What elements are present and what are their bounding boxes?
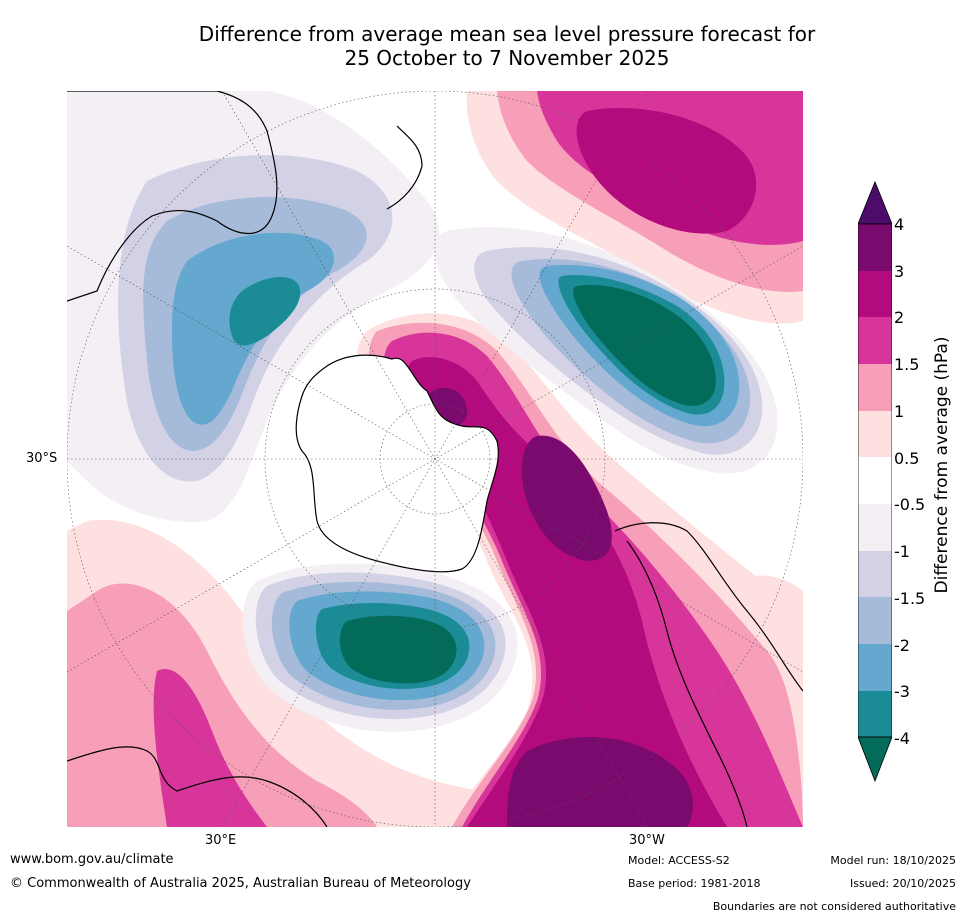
website-link[interactable]: www.bom.gov.au/climate — [10, 852, 174, 867]
model-run-date: Model run: 18/10/2025 — [830, 854, 956, 867]
colorbar-bin-m1-m1p5 — [858, 551, 892, 597]
legend-title-text: Difference from average (hPa) — [932, 336, 952, 594]
issued-date: Issued: 20/10/2025 — [849, 877, 956, 890]
title-line-1: Difference from average mean sea level p… — [198, 22, 816, 46]
antarctica-landmass — [295, 354, 499, 573]
legend-tick-1: 1 — [894, 402, 905, 421]
legend-tick-4: 4 — [894, 215, 905, 234]
colorbar-bin-m2-m3 — [858, 644, 892, 691]
anomaly-region-atlantic-neg-6 — [573, 285, 716, 406]
australia-landmass — [67, 91, 278, 302]
lat-label-30s: 30°S — [26, 451, 58, 466]
base-period: Base period: 1981-2018 — [628, 877, 761, 890]
south-america-landmass — [614, 522, 803, 827]
copyright-text: © Commonwealth of Australia 2025, Austra… — [10, 876, 471, 891]
colorbar-bin-3-4 — [858, 224, 892, 271]
legend-colorbar — [858, 180, 892, 783]
legend-tick-m3: -3 — [894, 682, 910, 701]
anomaly-region-ne-pos-4 — [576, 107, 757, 234]
anomaly-region-indian-pos-1 — [67, 583, 377, 827]
legend-tick-m4: -4 — [894, 729, 910, 748]
title-line-2: 25 October to 7 November 2025 — [344, 46, 670, 70]
graticule — [67, 91, 803, 827]
colorbar-bin-1-1p5 — [858, 364, 892, 411]
chart-title: Difference from average mean sea level p… — [0, 22, 965, 70]
legend-tick-0p5: 0.5 — [894, 449, 920, 468]
legend-tick-m1: -1 — [894, 542, 910, 561]
anomaly-region-aus-neg-5 — [229, 276, 301, 346]
colorbar-bin-2-3 — [858, 271, 892, 317]
anomaly-region-indian-pos-2 — [153, 669, 267, 827]
colorbar-frame — [858, 223, 892, 738]
colorbar-extend-top — [858, 180, 892, 225]
colorbar-bin-m3-m4 — [858, 691, 892, 737]
legend-tick-1p5: 1.5 — [894, 355, 920, 374]
africa-landmass — [67, 746, 328, 827]
colorbar-bin-neutral — [858, 457, 892, 504]
pressure-anomaly-map — [67, 91, 803, 827]
colorbar-bin-m0p5-m1 — [858, 504, 892, 551]
legend-tick-2: 2 — [894, 308, 905, 327]
colorbar-bin-m1p5-m2 — [858, 597, 892, 644]
anomaly-region-africa-neg-6 — [339, 615, 457, 684]
legend-tick-3: 3 — [894, 262, 905, 281]
new-zealand-landmass — [386, 125, 423, 210]
legend-title: Difference from average (hPa) — [930, 300, 954, 630]
model-name: Model: ACCESS-S2 — [628, 854, 730, 867]
colorbar-bin-1p5-2 — [858, 317, 892, 364]
colorbar-extend-bottom — [858, 736, 892, 783]
boundary-disclaimer: Boundaries are not considered authoritat… — [712, 900, 956, 913]
legend-tick-m2: -2 — [894, 636, 910, 655]
colorbar-bin-0p5-1 — [858, 411, 892, 457]
lon-label-30w: 30°W — [629, 833, 665, 848]
lon-label-30e: 30°E — [205, 833, 237, 848]
map-panel — [67, 91, 803, 827]
anomaly-region-pacific-pos-7 — [507, 737, 693, 827]
legend-tick-m1p5: -1.5 — [894, 589, 926, 608]
legend-tick-m0p5: -0.5 — [894, 495, 926, 514]
